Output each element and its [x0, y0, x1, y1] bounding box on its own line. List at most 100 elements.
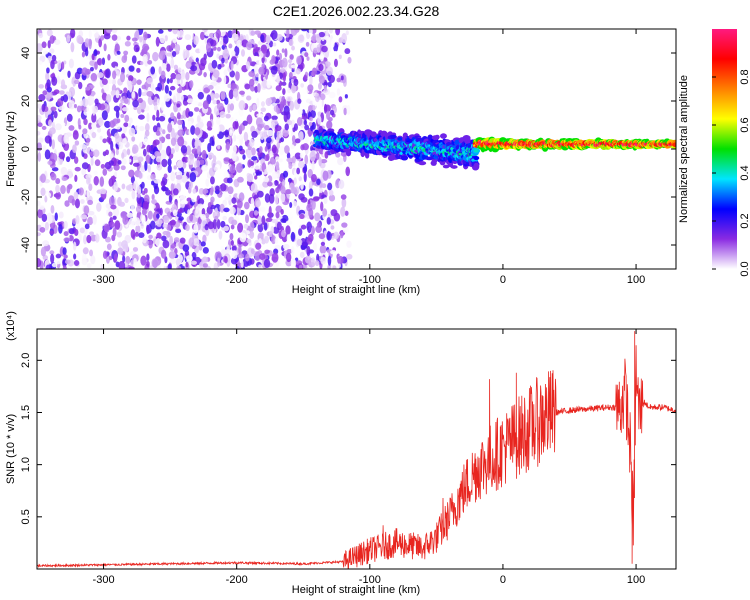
- spectrogram-cell: [178, 216, 184, 221]
- spectrogram-cell: [179, 94, 184, 102]
- spectrogram-cell: [310, 124, 314, 132]
- spectrogram-cell: [105, 94, 112, 103]
- spectrogram-cell: [255, 200, 262, 207]
- spectrogram-cell: [212, 69, 220, 79]
- spectrogram-cell: [266, 80, 271, 89]
- spectrogram-cell: [40, 173, 46, 183]
- spectrogram-cell: [107, 79, 113, 85]
- spectrogram-cell: [230, 224, 235, 230]
- spectrogram-cell: [185, 224, 190, 232]
- spectrogram-cell: [132, 162, 140, 167]
- spectrogram-cell: [305, 41, 310, 47]
- spectrogram-cell: [293, 78, 299, 87]
- spectrogram-cell: [255, 242, 262, 250]
- spectrogram-cell: [344, 48, 351, 55]
- spectrogram-cell: [261, 215, 266, 225]
- spectrogram-cell: [223, 69, 228, 76]
- spectrogram-cell: [286, 110, 291, 120]
- spectrogram-cell: [85, 137, 91, 143]
- spectrogram-cell: [189, 213, 194, 222]
- spectrogram-cell: [168, 194, 173, 203]
- spectrogram-cell: [96, 202, 102, 212]
- spectrogram-cell: [89, 96, 95, 105]
- spectrogram-cell: [223, 193, 230, 198]
- spectrogram-cell: [230, 60, 234, 71]
- spectrogram-cell: [298, 160, 305, 169]
- spectrogram-cell: [175, 174, 183, 180]
- spectrogram-cell: [275, 205, 283, 213]
- spectrogram-cell: [370, 132, 378, 138]
- spectrogram-cell: [132, 154, 140, 164]
- spectrogram-cell: [142, 148, 147, 157]
- spectrogram-cell: [150, 83, 155, 91]
- spectrogram-cell: [161, 62, 167, 71]
- spectrogram-cell: [187, 120, 192, 128]
- spectrogram-cell: [210, 196, 215, 203]
- spectrogram-cell: [37, 114, 42, 121]
- spectrogram-cell: [265, 217, 273, 222]
- spectrogram-cell: [63, 142, 70, 151]
- spectrogram-cell: [190, 260, 197, 265]
- spectrogram-cell: [197, 203, 204, 210]
- spectrogram-cell: [88, 122, 93, 130]
- spectrogram-cell: [175, 143, 180, 153]
- spectrogram-cell: [196, 115, 201, 123]
- spectrogram-cell: [278, 133, 283, 139]
- spectrogram-cell: [296, 167, 301, 175]
- spectrogram-cell: [418, 161, 427, 166]
- spectrogram-cell: [136, 186, 142, 194]
- spectrogram-cell: [76, 105, 82, 113]
- spectrogram-cell: [243, 223, 249, 229]
- spectrogram-cell: [256, 113, 264, 118]
- spectrogram-cell: [264, 124, 270, 131]
- spectrogram-cell: [250, 248, 255, 255]
- spectrogram-cell: [172, 36, 178, 43]
- spectrogram-cell: [163, 266, 167, 269]
- spectrogram-cell: [54, 123, 62, 131]
- spectrogram-cell: [286, 152, 291, 159]
- spectrogram-y-tick-label: 0: [20, 146, 32, 152]
- spectrogram-cell: [245, 61, 251, 71]
- spectrogram-cell: [225, 141, 231, 151]
- spectrogram-cell: [113, 181, 119, 192]
- spectrogram-x-tick-label: -200: [226, 274, 248, 286]
- spectrogram-cell: [93, 176, 99, 186]
- spectrogram-cell: [275, 125, 282, 132]
- spectrogram-cell: [261, 56, 265, 64]
- spectrogram-cell: [105, 149, 109, 156]
- spectrogram-cell: [177, 136, 185, 147]
- spectrogram-cell: [276, 49, 280, 56]
- spectrogram-cell: [166, 45, 173, 52]
- spectrogram-cell: [148, 240, 153, 249]
- spectrogram-cell: [311, 160, 315, 171]
- spectrogram-cell: [315, 225, 322, 233]
- spectrogram-cell: [46, 79, 51, 89]
- spectrogram-cell: [321, 45, 328, 53]
- spectrogram-cell: [279, 101, 284, 111]
- spectrogram-cell: [318, 82, 322, 90]
- spectrogram-cell: [63, 254, 68, 259]
- spectrogram-cell: [178, 85, 183, 93]
- spectrogram-cell: [190, 30, 194, 41]
- spectrogram-cell: [188, 181, 193, 189]
- spectrogram-cell: [78, 187, 84, 196]
- spectrogram-cell: [250, 183, 258, 193]
- spectrogram-cell: [228, 43, 233, 49]
- spectrogram-cell: [173, 237, 180, 243]
- spectrogram-cell: [280, 192, 286, 203]
- spectrogram-cell: [129, 117, 133, 124]
- spectrogram-cell: [180, 145, 188, 154]
- spectrogram-cell: [107, 54, 111, 61]
- spectrogram-cell: [109, 153, 114, 159]
- spectrogram-cell: [201, 149, 207, 160]
- spectrogram-cell: [87, 216, 94, 226]
- spectrogram-y-axis-label: Frequency (Hz): [5, 111, 17, 187]
- spectrogram-cell: [142, 54, 148, 63]
- spectrogram-cell: [251, 156, 258, 161]
- spectrogram-cell: [167, 122, 173, 133]
- spectrogram-cell: [62, 94, 69, 103]
- spectrogram-cell: [135, 224, 141, 234]
- spectrogram-cell: [137, 114, 145, 120]
- spectrogram-cell: [236, 39, 242, 48]
- spectrogram-cell: [121, 107, 129, 112]
